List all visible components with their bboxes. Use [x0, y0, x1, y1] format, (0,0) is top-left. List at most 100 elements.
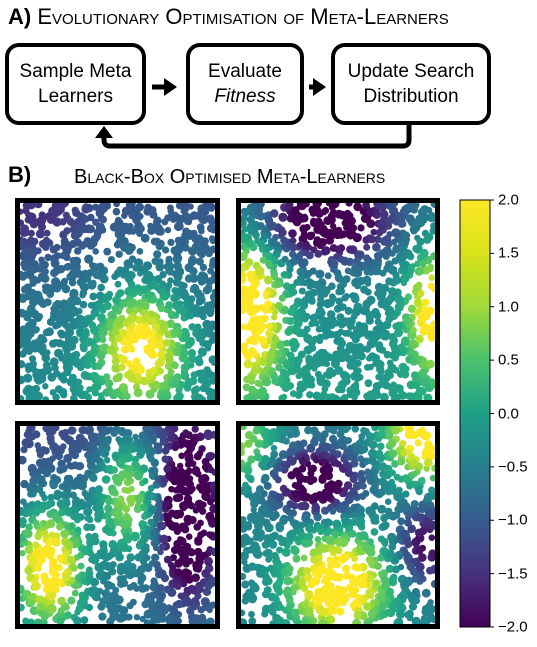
sample-point [125, 203, 135, 210]
sample-point [209, 388, 215, 398]
sample-point [416, 237, 425, 246]
sample-point [243, 359, 253, 369]
sample-point [296, 308, 306, 318]
sample-point [290, 345, 298, 353]
sample-point [168, 509, 176, 517]
sample-point [94, 510, 103, 519]
sample-point [156, 584, 165, 593]
sample-point [241, 580, 250, 589]
sample-point [84, 507, 93, 516]
sample-point [135, 493, 145, 503]
sample-point [126, 602, 134, 610]
sample-point [351, 307, 361, 317]
sample-point [83, 523, 91, 532]
sample-point [295, 212, 303, 220]
sample-point [34, 532, 42, 541]
sample-point [367, 609, 377, 619]
sample-point [191, 426, 199, 433]
sample-point [54, 252, 62, 260]
sample-point [106, 345, 116, 355]
sample-point [75, 433, 85, 443]
sample-point [255, 523, 263, 531]
sample-point [114, 334, 123, 343]
sample-point [384, 431, 394, 440]
sample-point [24, 384, 33, 394]
sample-point [159, 543, 166, 551]
sample-point [167, 204, 174, 212]
sample-point [30, 237, 39, 246]
sample-point [20, 455, 27, 465]
sample-point [153, 250, 162, 259]
sample-point [243, 546, 251, 555]
sample-point [139, 285, 149, 294]
sample-point [52, 586, 60, 594]
sample-point [313, 203, 322, 208]
sample-point [270, 238, 278, 247]
sample-point [80, 616, 89, 624]
sample-point [50, 259, 60, 268]
sample-point [158, 432, 167, 440]
sample-point [111, 304, 120, 313]
sample-point [210, 358, 215, 366]
sample-point [383, 350, 392, 359]
sample-point [314, 370, 322, 378]
sample-point [325, 236, 334, 245]
sample-point [208, 217, 215, 226]
sample-point [278, 394, 285, 400]
sample-point [394, 328, 403, 338]
sample-point [430, 615, 435, 624]
sample-point [256, 326, 264, 335]
sample-point [268, 540, 278, 549]
sample-point [176, 214, 186, 224]
sample-point [363, 243, 371, 251]
sample-point [92, 203, 100, 211]
sample-point [323, 462, 332, 471]
sample-point [115, 250, 123, 258]
sample-point [315, 269, 325, 279]
sample-point [151, 222, 159, 230]
sample-point [40, 519, 47, 527]
sample-point [171, 287, 179, 294]
sample-point [182, 429, 189, 436]
sample-point [143, 436, 150, 443]
sample-point [354, 282, 362, 290]
colorbar-tick-label: −0.5 [498, 458, 528, 476]
sample-point [22, 229, 30, 237]
sample-point [379, 374, 389, 384]
sample-point [310, 318, 317, 326]
sample-point [379, 601, 388, 611]
sample-point [48, 567, 58, 577]
sample-point [241, 597, 250, 605]
sample-point [127, 314, 136, 324]
sample-point [345, 437, 352, 444]
sample-point [204, 431, 213, 441]
sample-point [159, 534, 169, 544]
sample-point [366, 295, 376, 305]
sample-point [114, 510, 123, 519]
sample-point [147, 455, 155, 463]
sample-point [155, 501, 162, 509]
sample-point [63, 227, 71, 235]
sample-point [85, 314, 92, 321]
sample-point [294, 360, 302, 368]
sample-point [193, 523, 201, 531]
box-label-line: Evaluate [208, 61, 282, 82]
sample-point [126, 494, 136, 504]
sample-point [287, 471, 296, 480]
sample-point [359, 596, 368, 605]
sample-point [50, 309, 59, 318]
sample-point [115, 613, 125, 623]
sample-point [270, 268, 278, 276]
sample-point [313, 225, 323, 234]
sample-point [389, 469, 396, 477]
sample-point [188, 255, 197, 264]
sample-point [84, 353, 93, 363]
sample-point [322, 574, 332, 584]
sample-point [336, 607, 345, 616]
sample-point [84, 492, 92, 500]
sample-point [423, 235, 432, 244]
sample-point [329, 293, 336, 300]
sample-point [421, 607, 431, 616]
sample-point [137, 565, 146, 574]
sample-point [241, 214, 248, 222]
